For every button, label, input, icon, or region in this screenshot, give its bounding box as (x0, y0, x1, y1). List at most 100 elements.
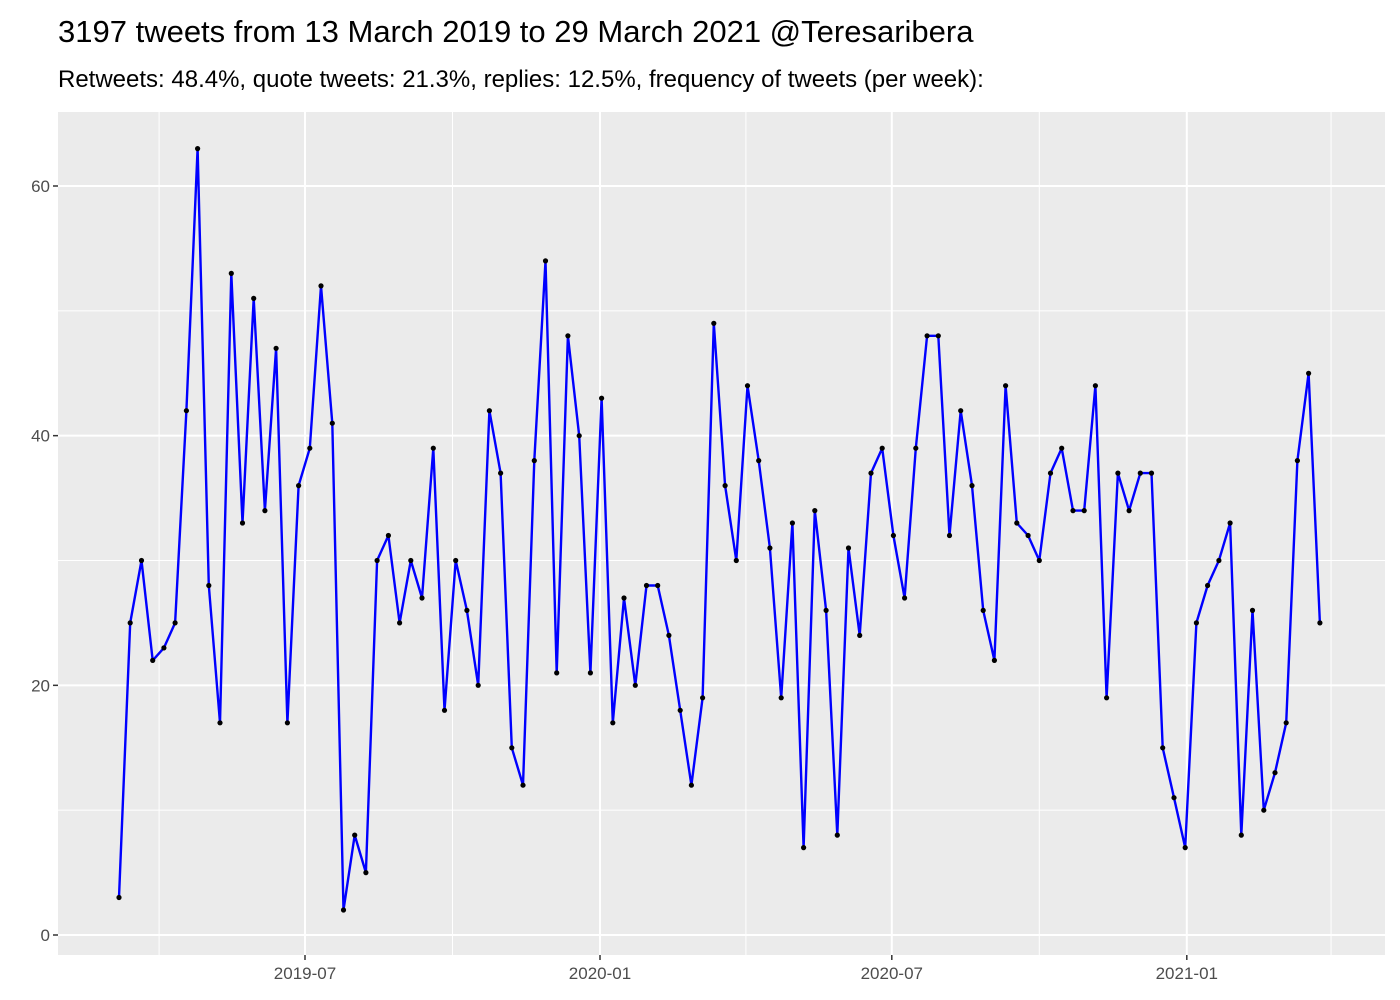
data-point (1160, 745, 1166, 751)
y-tick-label: 0 (41, 926, 50, 945)
data-point (251, 295, 257, 301)
y-tick-label: 20 (31, 676, 50, 695)
data-point (1261, 807, 1267, 813)
data-point (845, 545, 852, 551)
data-point (1193, 620, 1199, 626)
data-point (913, 445, 919, 451)
data-point (991, 657, 998, 664)
data-point (1216, 557, 1222, 564)
data-point (599, 395, 605, 401)
data-point (520, 782, 526, 788)
data-point (890, 532, 897, 539)
data-point (1036, 557, 1042, 564)
plot-panel (58, 112, 1385, 955)
data-point (666, 632, 672, 639)
data-point (621, 595, 627, 601)
data-point (183, 408, 189, 414)
data-point (700, 695, 706, 701)
data-point (834, 832, 840, 838)
data-point (150, 657, 156, 664)
data-point (441, 707, 448, 713)
data-point (116, 894, 122, 901)
data-point (239, 520, 246, 526)
data-point (498, 470, 504, 476)
data-point (632, 682, 638, 688)
data-point (206, 582, 212, 589)
data-point (195, 146, 201, 152)
data-point (127, 620, 133, 626)
data-point (172, 620, 178, 626)
data-point (1081, 508, 1087, 514)
data-point (1047, 470, 1054, 476)
data-point (924, 333, 930, 339)
data-point (946, 532, 953, 539)
data-point (1227, 520, 1233, 526)
data-point (1182, 845, 1188, 851)
data-point (464, 607, 470, 614)
data-point (1306, 370, 1312, 376)
data-point (576, 433, 582, 439)
data-point (969, 483, 975, 489)
data-point (1148, 470, 1155, 476)
x-tick-label: 2020-01 (569, 964, 631, 983)
chart-subtitle: Retweets: 48.4%, quote tweets: 21.3%, re… (58, 66, 984, 93)
data-point (789, 520, 796, 526)
data-point (756, 458, 762, 464)
data-point (655, 582, 661, 589)
data-point (610, 720, 616, 726)
data-point (1317, 620, 1323, 626)
series-line (117, 147, 1322, 912)
data-point (273, 345, 279, 351)
data-point (902, 595, 908, 601)
data-point (733, 557, 739, 564)
data-point (711, 320, 717, 326)
data-point (430, 445, 436, 451)
data-point (475, 682, 481, 688)
data-point (217, 720, 223, 726)
chart-title: 3197 tweets from 13 March 2019 to 29 Mar… (58, 14, 974, 49)
data-point (542, 258, 549, 264)
data-point (1070, 508, 1076, 514)
y-tick-label: 60 (31, 177, 50, 196)
data-point (138, 557, 145, 564)
data-point (408, 557, 414, 564)
data-point (688, 782, 695, 788)
data-point (1171, 795, 1177, 801)
data-point (554, 670, 560, 676)
data-point (228, 270, 234, 276)
data-point (812, 508, 818, 514)
data-point (1104, 695, 1110, 701)
data-point (385, 532, 391, 539)
data-point (363, 870, 369, 876)
data-point (1092, 383, 1098, 389)
data-point (374, 557, 380, 564)
data-point (1115, 470, 1121, 476)
data-point (340, 907, 347, 913)
data-point (722, 483, 728, 489)
data-point (1003, 383, 1009, 389)
data-point (1283, 720, 1289, 726)
data-point (352, 832, 358, 838)
x-tick-label: 2019-07 (274, 964, 336, 983)
data-point (1238, 832, 1244, 838)
data-point (643, 582, 650, 589)
data-point (1205, 582, 1211, 589)
data-point (397, 620, 403, 626)
y-tick-label: 40 (31, 427, 50, 446)
data-point (823, 607, 829, 614)
data-point (801, 845, 807, 851)
data-point (778, 695, 784, 701)
data-point (284, 720, 290, 726)
data-point (565, 333, 571, 339)
data-point (868, 470, 874, 476)
data-point (677, 707, 683, 713)
data-point (980, 607, 986, 614)
data-point (296, 483, 302, 489)
data-point (767, 545, 773, 551)
data-point (486, 408, 492, 414)
data-point (307, 445, 313, 451)
x-tick-label: 2021-01 (1156, 964, 1218, 983)
data-point (329, 420, 335, 426)
data-point (453, 557, 459, 564)
